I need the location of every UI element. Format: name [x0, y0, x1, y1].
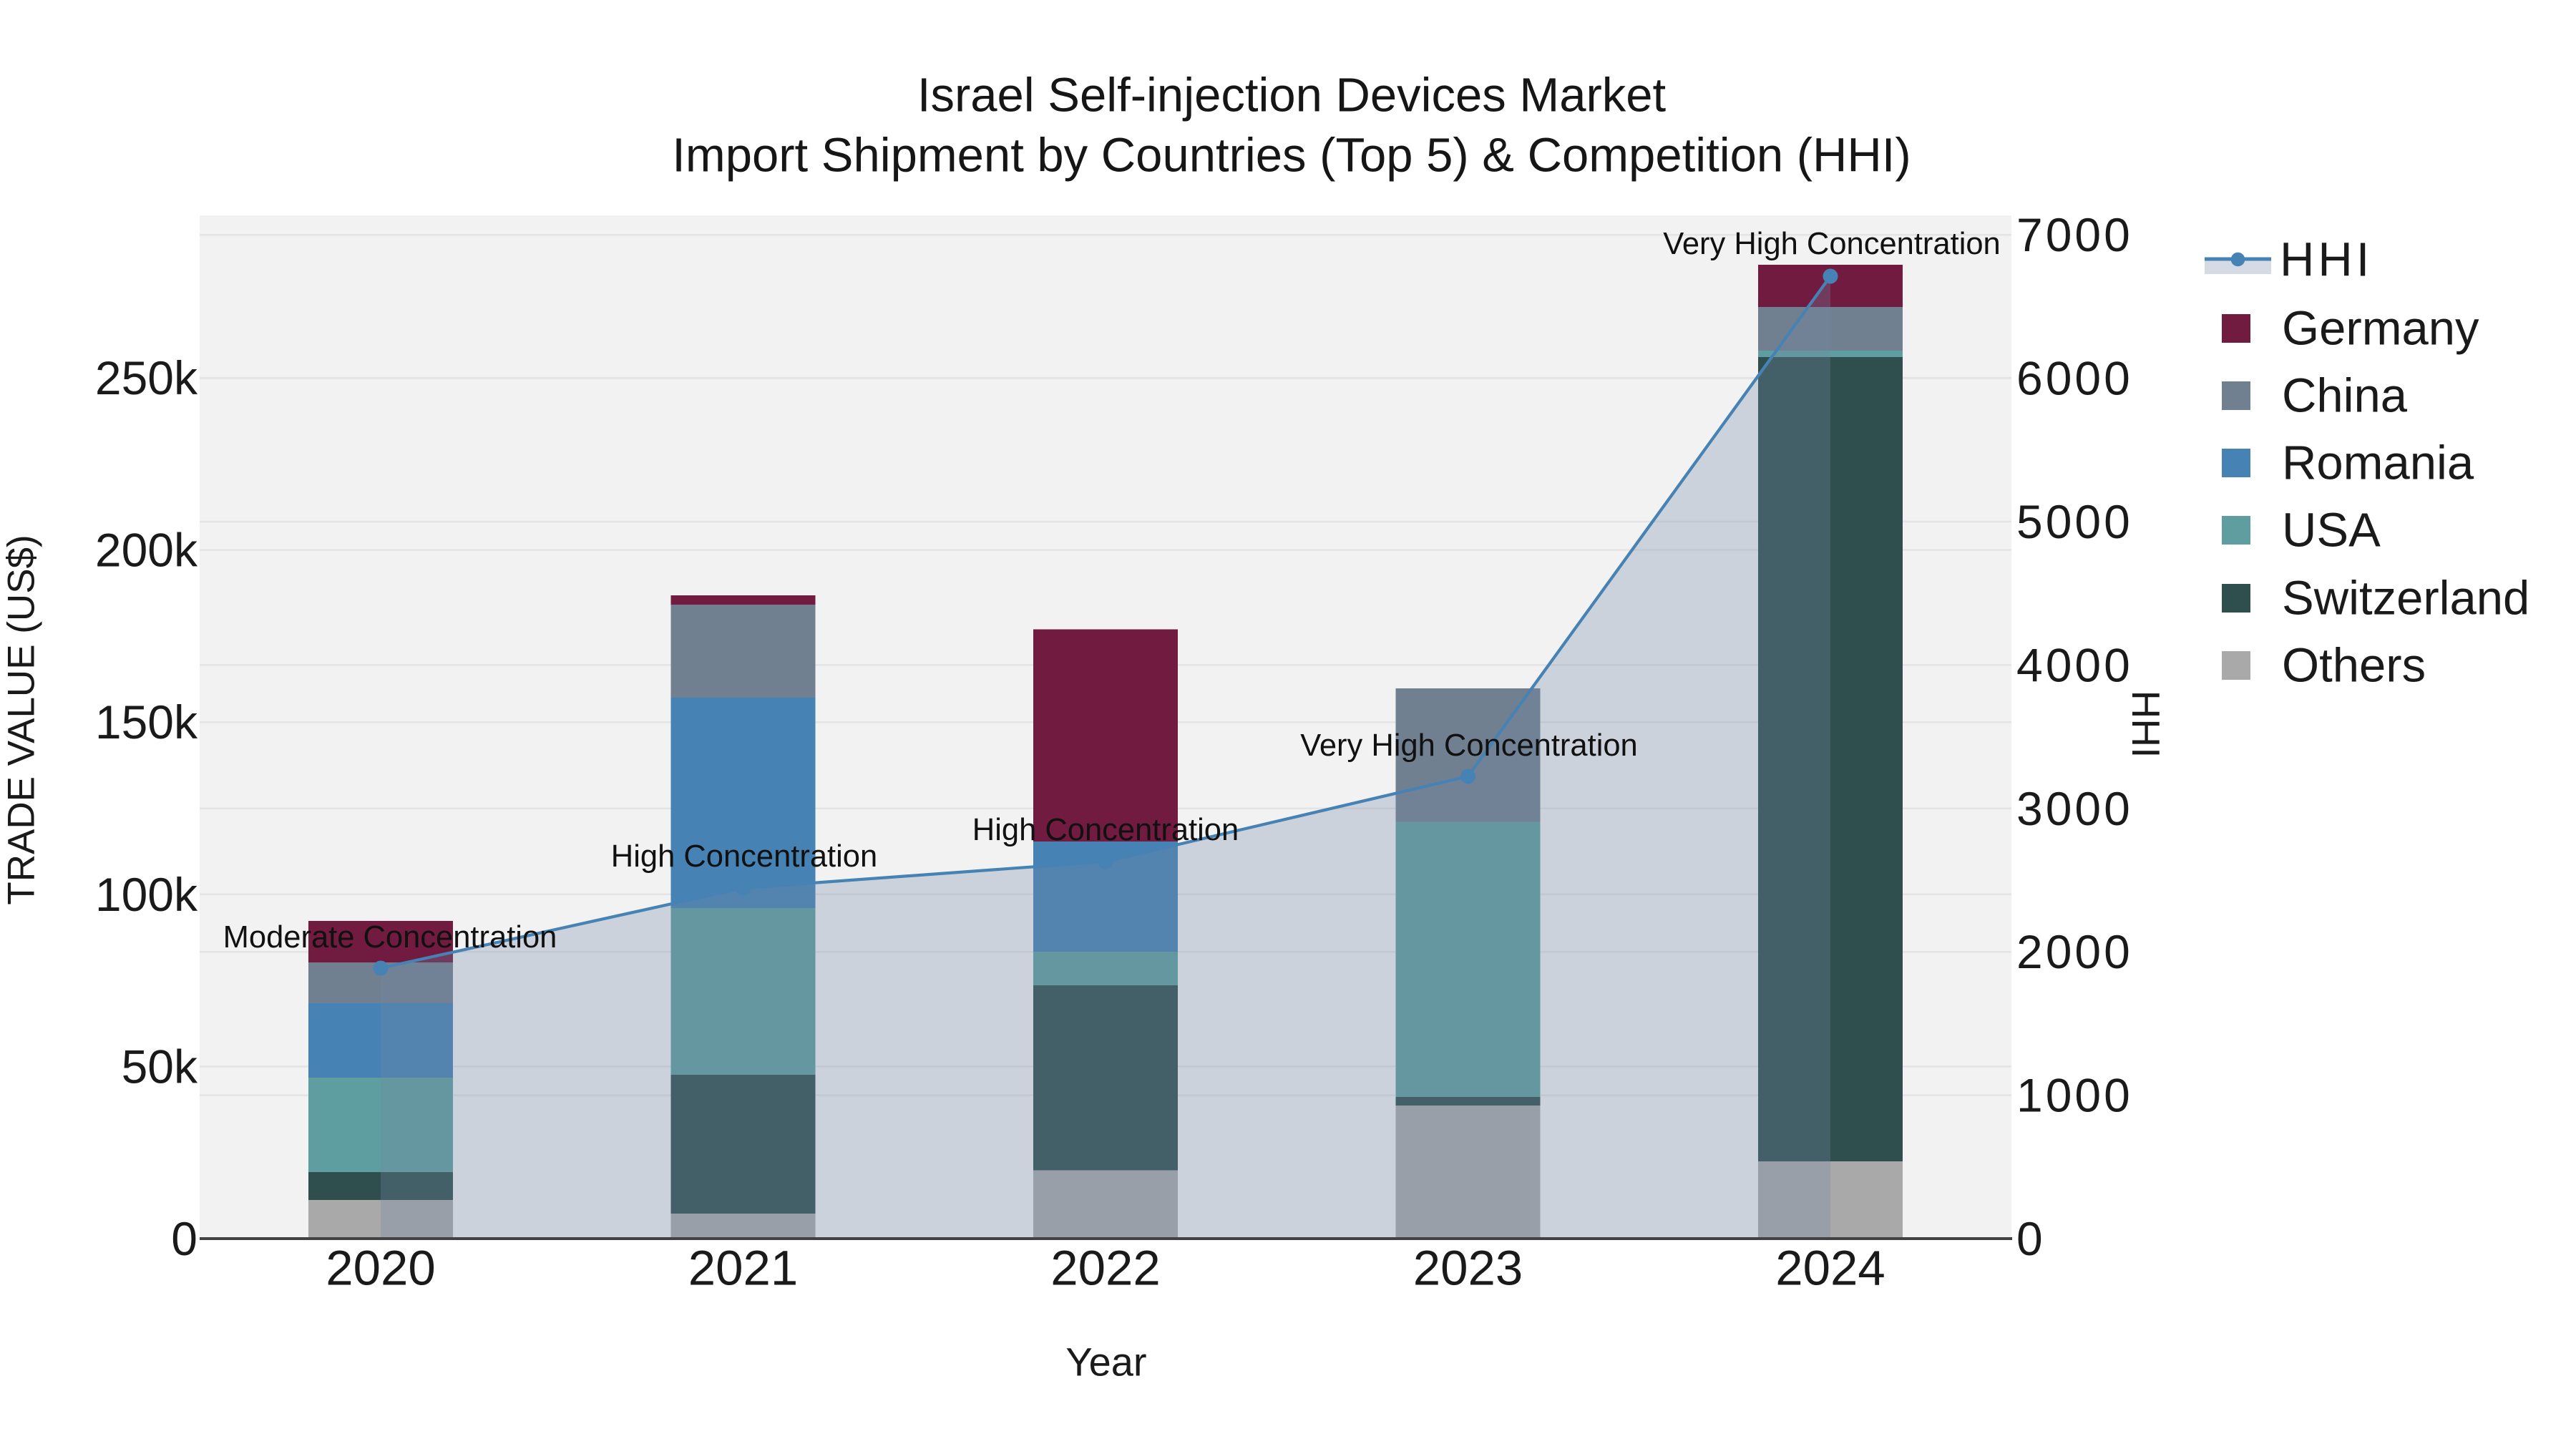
svg-text:2000: 2000 [2016, 925, 2133, 978]
svg-text:0: 0 [171, 1212, 197, 1265]
svg-text:2021: 2021 [688, 1241, 799, 1296]
svg-text:High Concentration: High Concentration [611, 839, 877, 874]
svg-text:Very High Concentration: Very High Concentration [1300, 728, 1638, 763]
svg-text:HHI: HHI [2280, 233, 2373, 287]
svg-text:Germany: Germany [2282, 302, 2479, 356]
svg-text:4000: 4000 [2016, 638, 2133, 691]
svg-text:HHI: HHI [2124, 691, 2168, 758]
svg-text:1000: 1000 [2016, 1069, 2133, 1122]
svg-text:Very High Concentration: Very High Concentration [1663, 227, 2001, 261]
svg-text:2024: 2024 [1775, 1241, 1885, 1296]
svg-text:5000: 5000 [2016, 495, 2133, 548]
svg-text:China: China [2282, 369, 2408, 423]
svg-text:USA: USA [2282, 504, 2381, 557]
svg-text:Year: Year [1065, 1340, 1146, 1385]
svg-text:2023: 2023 [1413, 1241, 1523, 1296]
svg-text:Import Shipment by Countries (: Import Shipment by Countries (Top 5) & C… [672, 129, 1911, 182]
svg-text:Israel Self-injection Devices: Israel Self-injection Devices Market [917, 69, 1667, 122]
svg-text:50k: 50k [122, 1040, 198, 1093]
svg-text:Others: Others [2282, 639, 2426, 693]
svg-text:150k: 150k [95, 696, 198, 748]
svg-text:Moderate Concentration: Moderate Concentration [223, 920, 557, 955]
svg-text:2022: 2022 [1050, 1241, 1161, 1296]
svg-text:0: 0 [2016, 1212, 2046, 1265]
svg-text:TRADE VALUE (US$): TRADE VALUE (US$) [1, 535, 43, 904]
svg-text:7000: 7000 [2016, 208, 2133, 261]
svg-text:2020: 2020 [326, 1241, 436, 1296]
svg-text:High Concentration: High Concentration [972, 813, 1239, 847]
svg-text:3000: 3000 [2016, 782, 2133, 835]
svg-text:6000: 6000 [2016, 352, 2133, 405]
svg-text:Switzerland: Switzerland [2282, 572, 2529, 625]
svg-text:100k: 100k [95, 868, 198, 921]
svg-text:Romania: Romania [2282, 436, 2474, 490]
svg-text:200k: 200k [95, 524, 198, 577]
svg-text:250k: 250k [95, 351, 198, 404]
